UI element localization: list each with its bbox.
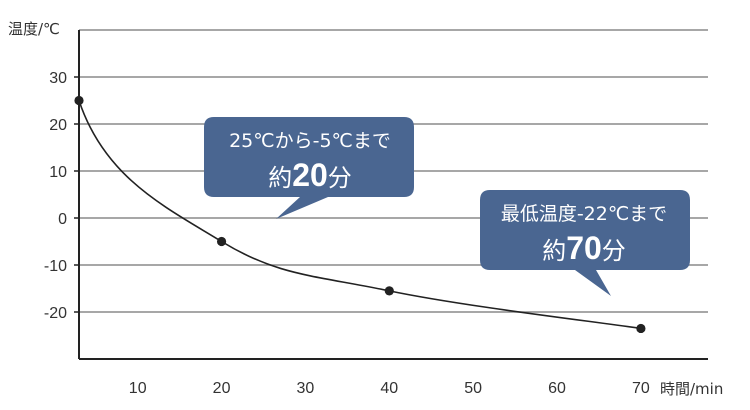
axes	[78, 30, 708, 360]
callout-line2: 約20分	[268, 157, 352, 193]
x-tick-label: 50	[464, 380, 482, 397]
callout-line2: 約70分	[542, 230, 626, 266]
y-axis-title: 温度/℃	[8, 20, 60, 38]
callout-bubble	[204, 117, 414, 219]
callout-suffix: 分	[328, 164, 352, 192]
data-point	[216, 236, 227, 247]
data-point	[384, 286, 394, 296]
x-axis-title: 時間/min	[660, 380, 723, 398]
callout-number: 20	[292, 157, 328, 193]
y-tick-label: 30	[49, 70, 67, 87]
x-tick-label: 20	[213, 380, 231, 397]
callout-suffix: 分	[602, 237, 626, 265]
callout-20min: 25℃から-5℃まで 約20分	[204, 117, 414, 219]
callout-line1: 最低温度-22℃まで	[501, 203, 667, 225]
y-tick-label: 10	[49, 164, 67, 181]
callout-bubble	[480, 190, 690, 296]
x-tick-label: 10	[129, 380, 147, 397]
callout-prefix: 約	[542, 237, 566, 265]
series-line	[78, 100, 642, 330]
y-tick-label: -20	[44, 305, 67, 322]
callout-prefix: 約	[268, 164, 292, 192]
y-tick-labels: 30 20 10 0 -10 -20	[44, 70, 79, 322]
x-tick-label: 70	[632, 380, 650, 397]
x-tick-label: 30	[297, 380, 315, 397]
series	[74, 95, 646, 334]
callout-line1: 25℃から-5℃まで	[229, 130, 391, 152]
callout-number: 70	[566, 230, 602, 266]
data-point	[636, 323, 646, 334]
callout-70min: 最低温度-22℃まで 約70分	[480, 190, 690, 296]
y-tick-label: -10	[44, 258, 67, 275]
y-tick-label: 0	[58, 211, 67, 228]
x-tick-labels: 10 20 30 40 50 60 70	[129, 380, 650, 397]
y-tick-label: 20	[49, 117, 67, 134]
x-tick-label: 60	[548, 380, 566, 397]
x-tick-label: 40	[380, 380, 398, 397]
data-point	[74, 95, 84, 106]
